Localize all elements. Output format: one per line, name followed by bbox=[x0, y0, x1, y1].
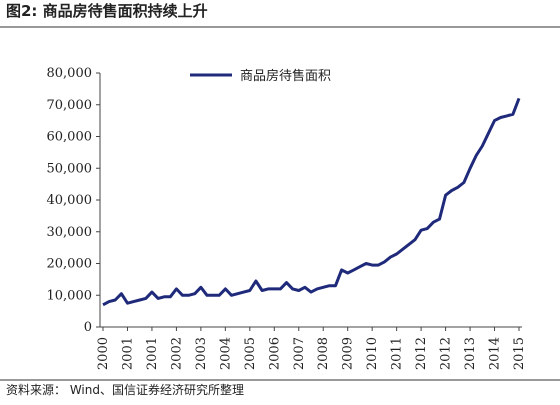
data-line bbox=[102, 97, 521, 307]
x-tick-label: 2003 bbox=[194, 337, 209, 370]
y-tick-label: 0 bbox=[84, 320, 92, 335]
y-tick-label: 50,000 bbox=[47, 161, 93, 176]
x-tick-label: 2001 bbox=[120, 337, 135, 370]
y-tick-label: 20,000 bbox=[47, 257, 93, 272]
x-tick-label: 2009 bbox=[341, 337, 356, 370]
x-tick-label: 2005 bbox=[243, 337, 258, 370]
x-tick-label: 2001 bbox=[145, 337, 160, 370]
x-tick-label: 2002 bbox=[169, 337, 184, 370]
x-tick-label: 2010 bbox=[365, 337, 380, 370]
source: 资料来源： Wind、国信证券经济研究所整理 bbox=[6, 382, 244, 397]
x-tick-label: 2011 bbox=[390, 337, 405, 370]
x-tick-label: 2012 bbox=[414, 337, 429, 370]
x-tick-label: 2007 bbox=[292, 337, 307, 370]
y-tick-label: 60,000 bbox=[47, 130, 93, 145]
x-tick-label: 2012 bbox=[439, 337, 454, 370]
x-tick-label: 2000 bbox=[96, 337, 111, 370]
y-tick-label: 10,000 bbox=[47, 288, 93, 303]
y-tick-label: 30,000 bbox=[47, 225, 93, 240]
y-tick-label: 40,000 bbox=[47, 193, 93, 208]
y-tick-label: 70,000 bbox=[47, 98, 93, 113]
x-tick-label: 2008 bbox=[316, 337, 331, 370]
legend-label: 商品房待售面积 bbox=[240, 68, 331, 84]
x-tick-label: 2006 bbox=[267, 337, 282, 370]
y-tick-label: 80,000 bbox=[47, 66, 93, 81]
x-tick-label: 2014 bbox=[488, 337, 503, 370]
chart-title: 图2: 商品房待售面积持续上升 bbox=[6, 2, 208, 20]
x-tick-label: 2013 bbox=[463, 337, 478, 370]
x-tick-label: 2004 bbox=[218, 337, 233, 370]
x-tick-label: 2015 bbox=[512, 337, 527, 370]
